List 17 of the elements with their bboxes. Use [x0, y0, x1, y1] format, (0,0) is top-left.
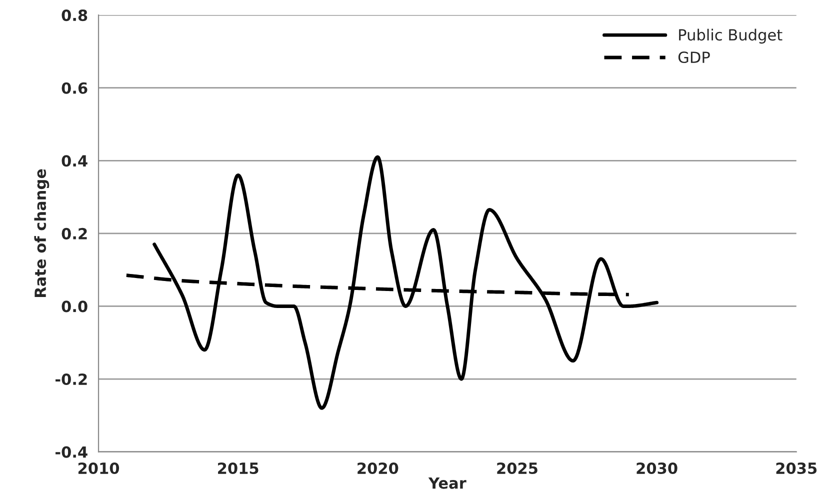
x-tick-label: 2035: [776, 462, 817, 474]
legend-label: GDP: [678, 52, 710, 64]
legend-label: Public Budget: [679, 28, 782, 44]
y-tick-label: 0.4: [62, 155, 88, 167]
y-tick-label: 0.2: [62, 228, 87, 240]
x-tick-label: 2030: [636, 462, 678, 474]
x-tick-label: 2010: [78, 462, 120, 474]
x-tick-label: 2015: [218, 462, 258, 474]
y-tick-label: -0.4: [56, 446, 88, 458]
y-tick-label: 0.0: [62, 300, 88, 312]
y-tick-label: 0.6: [62, 82, 88, 94]
y-axis-title: Rate of change: [34, 169, 50, 297]
y-tick-label: -0.2: [56, 373, 87, 386]
x-axis-title: Year: [428, 477, 466, 489]
x-tick-label: 2020: [358, 462, 398, 474]
y-tick-label: 0.8: [62, 10, 88, 22]
x-tick-label: 2025: [497, 462, 538, 474]
